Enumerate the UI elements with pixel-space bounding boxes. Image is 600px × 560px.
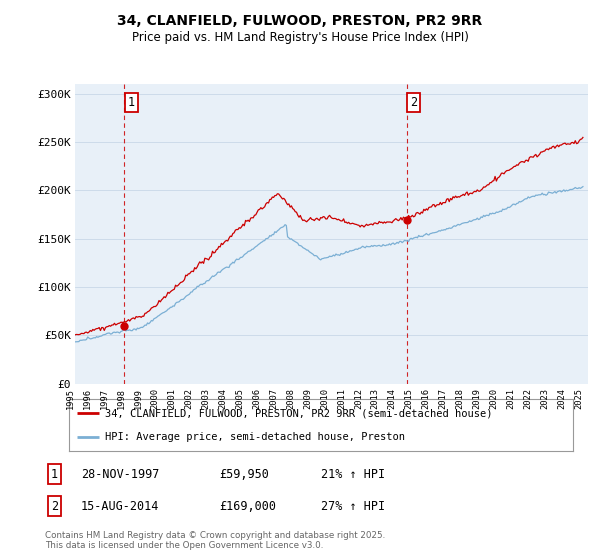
Text: 2004: 2004 bbox=[218, 388, 227, 409]
Text: 1996: 1996 bbox=[83, 388, 92, 409]
Text: 1997: 1997 bbox=[100, 388, 109, 409]
Text: 2007: 2007 bbox=[269, 388, 278, 409]
Text: 2017: 2017 bbox=[439, 388, 448, 409]
Text: 2025: 2025 bbox=[574, 388, 583, 409]
Text: 1995: 1995 bbox=[66, 388, 75, 409]
Text: 2011: 2011 bbox=[337, 388, 346, 409]
Text: 28-NOV-1997: 28-NOV-1997 bbox=[81, 468, 160, 480]
Text: 1999: 1999 bbox=[134, 388, 143, 409]
Text: 2016: 2016 bbox=[422, 388, 431, 409]
Text: 2001: 2001 bbox=[167, 388, 176, 409]
Text: 2012: 2012 bbox=[354, 388, 363, 409]
Text: 2020: 2020 bbox=[489, 388, 498, 409]
Text: 1: 1 bbox=[51, 468, 58, 480]
Text: 34, CLANFIELD, FULWOOD, PRESTON, PR2 9RR: 34, CLANFIELD, FULWOOD, PRESTON, PR2 9RR bbox=[118, 14, 482, 28]
Text: 2000: 2000 bbox=[151, 388, 160, 409]
Text: 34, CLANFIELD, FULWOOD, PRESTON, PR2 9RR (semi-detached house): 34, CLANFIELD, FULWOOD, PRESTON, PR2 9RR… bbox=[105, 408, 493, 418]
Text: 2018: 2018 bbox=[455, 388, 464, 409]
Text: £169,000: £169,000 bbox=[219, 500, 276, 512]
Text: 15-AUG-2014: 15-AUG-2014 bbox=[81, 500, 160, 512]
Text: 1998: 1998 bbox=[117, 388, 126, 409]
Text: 2: 2 bbox=[51, 500, 58, 512]
Text: £59,950: £59,950 bbox=[219, 468, 269, 480]
Text: 2002: 2002 bbox=[185, 388, 194, 409]
Text: 2021: 2021 bbox=[506, 388, 515, 409]
Text: 2015: 2015 bbox=[404, 388, 413, 409]
Text: 2008: 2008 bbox=[286, 388, 295, 409]
Text: Price paid vs. HM Land Registry's House Price Index (HPI): Price paid vs. HM Land Registry's House … bbox=[131, 31, 469, 44]
Text: 2019: 2019 bbox=[472, 388, 481, 409]
Text: 2010: 2010 bbox=[320, 388, 329, 409]
Text: Contains HM Land Registry data © Crown copyright and database right 2025.
This d: Contains HM Land Registry data © Crown c… bbox=[45, 531, 385, 550]
Text: 2024: 2024 bbox=[557, 388, 566, 409]
Text: 21% ↑ HPI: 21% ↑ HPI bbox=[321, 468, 385, 480]
Text: 2023: 2023 bbox=[540, 388, 549, 409]
Text: 2022: 2022 bbox=[523, 388, 532, 409]
Text: 2014: 2014 bbox=[388, 388, 397, 409]
Text: 2: 2 bbox=[410, 96, 418, 109]
Text: 2009: 2009 bbox=[303, 388, 312, 409]
Text: 2003: 2003 bbox=[202, 388, 211, 409]
Text: 2005: 2005 bbox=[235, 388, 244, 409]
Text: HPI: Average price, semi-detached house, Preston: HPI: Average price, semi-detached house,… bbox=[105, 432, 405, 442]
Text: 2013: 2013 bbox=[371, 388, 380, 409]
Text: 1: 1 bbox=[127, 96, 134, 109]
Text: 27% ↑ HPI: 27% ↑ HPI bbox=[321, 500, 385, 512]
Text: 2006: 2006 bbox=[252, 388, 261, 409]
